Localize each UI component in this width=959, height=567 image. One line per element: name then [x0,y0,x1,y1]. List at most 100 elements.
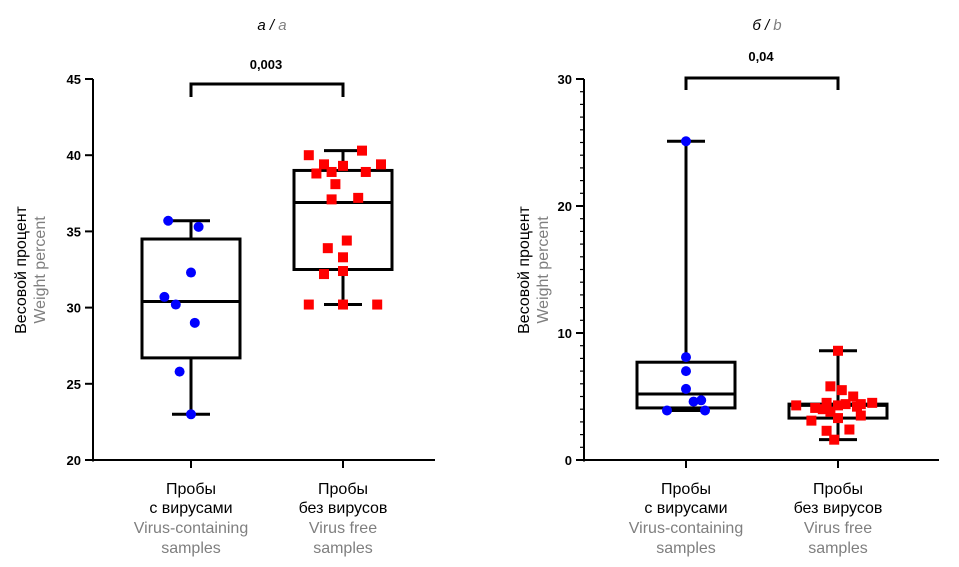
panel-b-data-point [825,406,836,417]
panel-a-y-tick-label: 35 [67,224,81,239]
panel-a-data-point [163,215,174,226]
panel-b-box [635,360,737,410]
panel-a-cat1-en-line2: samples [161,540,221,557]
panel-b-title: б / b [752,17,781,34]
panel-a-data-point [338,266,348,277]
panel-b-data-point [681,136,691,147]
panel-a-y-tick-label: 20 [67,453,81,468]
panel-b-data-point [848,391,859,402]
panel-b-cat1-ru-line2: с вирусами [644,500,727,517]
panel-a-cat2-ru-line1: Пробы [318,481,368,498]
panel-b-significance: 0,04 [748,49,774,64]
panel-a-data-point [372,299,383,310]
panel-a-data-point [360,166,371,177]
panel-a-ylabel-en: Weight percent [32,216,49,324]
panel-b-data-point [688,396,699,407]
panel-a: а / a 0,003 Весовой процент Weight perce… [13,17,435,557]
panel-a-data-point [338,160,348,171]
panel-b-data-point [840,399,851,410]
panel-a-data-point [303,299,314,310]
panel-b-data-point [836,385,847,396]
panel-b-y-tick-label: 10 [558,326,572,341]
panel-b-cat2-en-line2: samples [808,540,868,557]
panel-a-title-ru: а / [257,17,276,34]
panel-a-title-en: a [278,17,286,34]
panel-a-data-point [338,252,348,263]
panel-a-data-point [186,409,196,420]
panel-a-data-point [189,317,200,328]
panel-b-data-point [696,395,707,406]
panel-b-cat2-en-line1: Virus free [804,520,872,537]
panel-b-data-point [806,415,817,426]
panel-a-data-point [376,159,386,170]
panel-b-ylabel: Весовой процент Weight percent [516,205,552,333]
panel-a-data-point [159,291,170,302]
panel-a-y-tick-label: 40 [67,148,81,163]
panel-b-data-point [825,381,836,392]
panel-b-data-point [844,424,855,435]
panel-b-cat1-ru-line1: Пробы [661,481,711,498]
panel-a-y-tick-label: 30 [67,301,81,316]
panel-b-ylabel-ru: Весовой процент [516,205,533,333]
panel-b-data-point [833,400,843,411]
panel-a-cat1-ru-line2: с вирусами [149,500,232,517]
panel-b-data-point [829,434,840,445]
panel-a-data-point [319,159,329,170]
panel-a-box [140,237,242,360]
panel-b-significance-bracket [684,76,840,90]
panel-a-data-point [322,243,333,254]
panel-a-y-tick-label: 25 [67,377,81,392]
panel-a-data-point [326,194,337,205]
panel-a-data-point [330,179,341,190]
panel-a-data-point [341,235,352,246]
panel-b-data-point [662,405,672,416]
panel-a-cat1-en-line1: Virus-containing [134,520,248,537]
panel-b-data-point [817,404,828,415]
panel-b: б / b 0,04 Весовой процент Weight percen… [516,17,939,557]
panel-b-cat1-en-line2: samples [656,540,716,557]
panel-a-cat2-en-line1: Virus free [309,520,377,537]
panel-b-title-ru: б / [752,17,771,34]
panel-b-data-point [855,410,866,421]
panel-b-data-point [821,397,832,408]
panel-b-data-point [700,405,710,416]
panel-b-cat2-ru-line1: Пробы [813,481,863,498]
panel-b-data-point [833,345,843,356]
panel-b-cat2-ru-line2: без вирусов [794,500,883,517]
panel-b-y-tick-label: 30 [558,72,572,87]
panel-a-data-point [311,168,322,179]
panel-b-data-point [867,397,878,408]
panel-a-data-point [319,269,329,280]
panel-a-ylabel: Весовой процент Weight percent [13,205,49,333]
panel-a-data-point [353,192,364,203]
panel-a-data-point [186,267,196,278]
panel-b-y-tick-label: 0 [565,453,572,468]
panel-a-data-point [303,150,314,161]
panel-b-data-point [681,352,691,363]
panel-b-cat1-en-line1: Virus-containing [629,520,743,537]
panel-a-title: а / a [257,17,286,34]
panel-b-data-point [821,425,832,436]
panel-a-y-tick-label: 45 [67,72,81,87]
panel-a-cat2-ru-line2: без вирусов [299,500,388,517]
panel-a-cat2-en-line2: samples [313,540,373,557]
panel-b-title-en: b [773,17,781,34]
panel-b-data-point [681,383,691,394]
panel-b-data-point [833,413,843,424]
panel-a-data-point [357,145,367,156]
panel-a-data-point [174,366,185,377]
panel-a-significance-bracket [189,82,345,97]
panel-b-ylabel-en: Weight percent [535,216,552,324]
panel-a-data-point [170,299,181,310]
panel-a-cat1-ru-line1: Пробы [166,481,216,498]
panel-a-data-point [326,166,337,177]
panel-b-data-point [791,400,802,411]
panel-a-data-point [193,221,204,232]
panel-b-data-point [681,366,691,377]
panel-b-y-tick-label: 20 [558,199,572,214]
panel-a-significance: 0,003 [250,57,283,72]
panel-a-ylabel-ru: Весовой процент [13,205,30,333]
panel-b-data-point [810,402,821,413]
